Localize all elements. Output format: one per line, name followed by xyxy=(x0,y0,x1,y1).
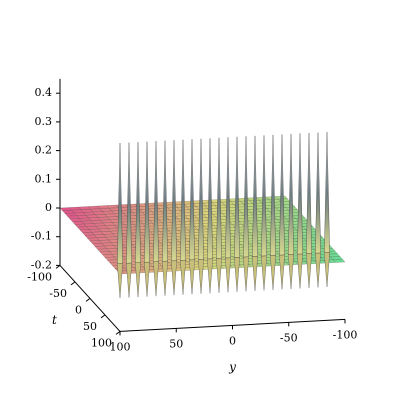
spike-peak xyxy=(288,133,294,255)
spike-peak xyxy=(153,141,159,263)
surface-cell xyxy=(332,259,346,263)
spike-peak xyxy=(162,140,168,262)
spike-trough xyxy=(252,256,258,291)
spike-trough xyxy=(234,257,240,292)
spike-peak xyxy=(171,140,177,262)
z-tick-label: -0.1 xyxy=(31,230,52,243)
spike-peak xyxy=(315,132,321,254)
spike-peak xyxy=(306,132,312,254)
spike-peak xyxy=(180,139,186,261)
spike-trough xyxy=(126,262,132,298)
spike-trough xyxy=(306,253,312,288)
spike-trough xyxy=(261,255,267,291)
t-tick-label: 100 xyxy=(91,336,112,349)
spike-trough xyxy=(153,261,159,297)
spike-trough xyxy=(243,256,249,292)
spike-trough xyxy=(162,260,168,296)
z-tick-label: 0.3 xyxy=(35,115,53,128)
t-tick-label: -100 xyxy=(27,270,52,283)
z-tick-label: 0.2 xyxy=(35,144,53,157)
spike-trough xyxy=(180,259,186,295)
spike-trough xyxy=(189,259,195,295)
t-tick-label: 50 xyxy=(83,320,97,333)
y-tick-label: 0 xyxy=(229,334,236,347)
t-tick-label: -50 xyxy=(49,287,67,300)
spike-peak xyxy=(198,138,204,260)
spike-trough xyxy=(171,260,177,296)
spike-trough xyxy=(216,257,222,293)
t-tick xyxy=(100,314,106,319)
spike-peak xyxy=(243,136,249,258)
spike-trough xyxy=(117,263,123,299)
y-tick-label: 50 xyxy=(169,337,183,350)
z-tick-label: 0.4 xyxy=(35,86,53,99)
spike-peak xyxy=(189,139,195,261)
spike-trough xyxy=(288,254,294,289)
spike-peak xyxy=(270,134,276,256)
spike-peak xyxy=(252,135,258,257)
axis-label: t xyxy=(52,313,57,327)
spike-peak xyxy=(126,142,132,264)
y-tick-label: 100 xyxy=(110,340,131,353)
z-tick-label: 0 xyxy=(45,201,52,214)
spike-peak xyxy=(216,137,222,259)
spike-peak xyxy=(117,143,123,264)
spike-peak xyxy=(279,134,285,256)
spike-trough xyxy=(324,252,330,288)
t-tick xyxy=(55,264,61,269)
spike-trough xyxy=(135,262,141,298)
spike-peak xyxy=(144,141,150,263)
spike-trough xyxy=(279,254,285,290)
spike-trough xyxy=(315,252,321,288)
y-tick-label: -50 xyxy=(280,331,298,344)
spike-peak xyxy=(135,142,141,264)
spike-trough xyxy=(198,258,204,294)
t-tick xyxy=(70,281,76,286)
spike-peak xyxy=(207,138,213,260)
spike-trough xyxy=(297,253,303,289)
y-tick-label: -100 xyxy=(333,328,358,341)
spike-peak xyxy=(297,133,303,255)
spike-peak xyxy=(261,135,267,257)
spike-peak xyxy=(234,136,240,258)
z-tick-label: -0.2 xyxy=(31,258,52,271)
spike-trough xyxy=(225,257,231,293)
spike-trough xyxy=(270,255,276,290)
t-tick xyxy=(85,297,91,302)
spike-peak xyxy=(225,137,231,259)
spike-trough xyxy=(207,258,213,294)
z-tick-label: 0.1 xyxy=(35,172,53,185)
axis-label: y xyxy=(228,360,236,374)
t-tick xyxy=(115,330,121,335)
spike-trough xyxy=(144,261,150,297)
t-tick-label: 0 xyxy=(75,303,82,316)
spike-peak xyxy=(324,132,330,253)
